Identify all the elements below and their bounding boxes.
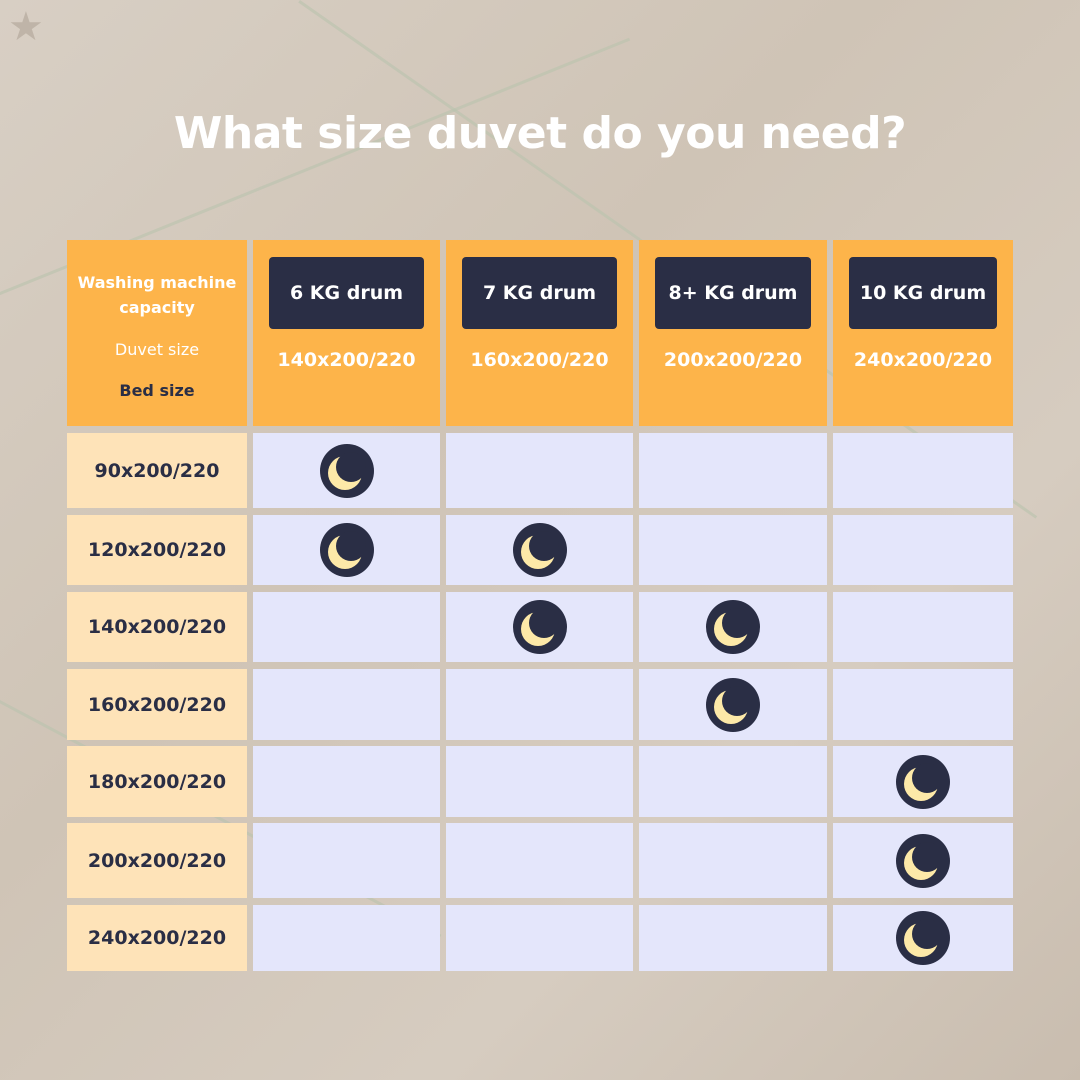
bed-size-cell: 200x200/220 (67, 823, 247, 898)
match-cell (253, 746, 440, 817)
moon-icon (896, 833, 950, 888)
bed-size-label: Bed size (119, 381, 195, 400)
match-cell (253, 515, 440, 585)
match-cell (446, 433, 633, 508)
column-header: 10 KG drum 240x200/220 (833, 240, 1013, 426)
bed-size-cell: 160x200/220 (67, 669, 247, 740)
match-cell (833, 823, 1013, 898)
star-icon: ★ (8, 4, 44, 50)
duvet-size: 140x200/220 (277, 349, 416, 371)
duvet-size: 160x200/220 (470, 349, 609, 371)
match-cell (253, 905, 440, 971)
moon-icon (319, 523, 374, 577)
match-cell (639, 746, 827, 817)
column-header: 7 KG drum 160x200/220 (446, 240, 633, 426)
moon-icon (512, 523, 567, 577)
bed-size-cell: 120x200/220 (67, 515, 247, 585)
moon-icon (319, 443, 374, 498)
match-cell (833, 515, 1013, 585)
moon-icon (512, 600, 567, 654)
match-cell (639, 669, 827, 740)
match-cell (446, 746, 633, 817)
match-cell (446, 515, 633, 585)
match-cell (639, 515, 827, 585)
capacity-label: Washing machine capacity (77, 273, 237, 317)
match-cell (833, 433, 1013, 508)
duvet-size: 200x200/220 (663, 349, 803, 371)
match-cell (833, 905, 1013, 971)
duvet-size: 240x200/220 (853, 349, 993, 371)
match-cell (639, 905, 827, 971)
drum-capacity-badge: 6 KG drum (269, 257, 424, 329)
bed-size-cell: 140x200/220 (67, 592, 247, 662)
match-cell (639, 433, 827, 508)
match-cell (446, 669, 633, 740)
match-cell (446, 905, 633, 971)
column-header: 6 KG drum 140x200/220 (253, 240, 440, 426)
moon-icon (706, 677, 760, 732)
drum-capacity-badge: 10 KG drum (849, 257, 997, 329)
bed-size-cell: 240x200/220 (67, 905, 247, 971)
match-cell (446, 592, 633, 662)
column-header: 8+ KG drum 200x200/220 (639, 240, 827, 426)
bed-size-cell: 90x200/220 (67, 433, 247, 508)
moon-icon (706, 600, 760, 654)
match-cell (253, 823, 440, 898)
match-cell (446, 823, 633, 898)
match-cell (833, 669, 1013, 740)
bed-size-cell: 180x200/220 (67, 746, 247, 817)
match-cell (833, 746, 1013, 817)
drum-capacity-badge: 7 KG drum (462, 257, 617, 329)
moon-icon (896, 754, 950, 809)
drum-capacity-badge: 8+ KG drum (655, 257, 811, 329)
page-title: What size duvet do you need? (173, 108, 907, 159)
match-cell (639, 823, 827, 898)
match-cell (639, 592, 827, 662)
match-cell (253, 433, 440, 508)
match-cell (253, 592, 440, 662)
corner-header: Washing machine capacity Duvet size Bed … (67, 240, 247, 426)
duvet-size-label: Duvet size (114, 340, 200, 359)
moon-icon (896, 911, 950, 965)
match-cell (833, 592, 1013, 662)
match-cell (253, 669, 440, 740)
